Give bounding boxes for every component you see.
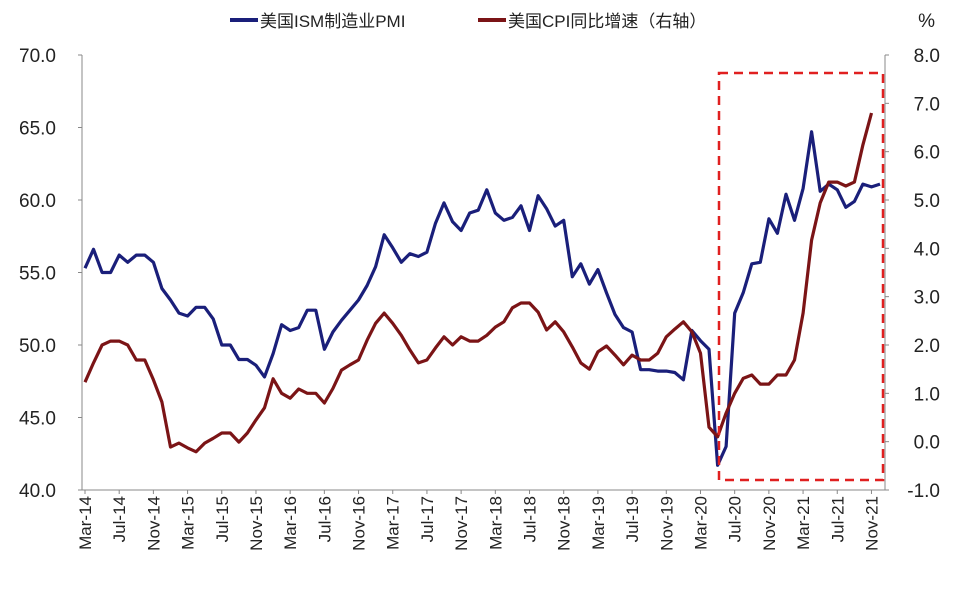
left-tick-label: 70.0 <box>19 46 56 67</box>
x-tick-label: Jul-14 <box>110 496 129 542</box>
left-tick-label: 50.0 <box>19 336 56 357</box>
left-tick-label: 60.0 <box>19 191 56 212</box>
legend-label: 美国ISM制造业PMI <box>260 12 405 31</box>
right-tick-label: 4.0 <box>914 239 940 260</box>
x-tick-label: Mar-20 <box>691 496 710 550</box>
legend-label: 美国CPI同比增速（右轴） <box>508 12 706 31</box>
left-tick-label: 65.0 <box>19 119 56 140</box>
x-tick-label: Nov-14 <box>144 496 163 551</box>
x-tick-label: Mar-14 <box>76 496 95 550</box>
x-tick-label: Jul-20 <box>726 496 745 542</box>
right-tick-label: 1.0 <box>914 384 940 405</box>
left-tick-label: 45.0 <box>19 409 56 430</box>
axes: 40.0 45.0 50.0 55.0 60.0 65.0 70.0 -1.0 0.0 1.0 2.… <box>19 11 940 551</box>
right-tick-label: 7.0 <box>914 94 940 115</box>
x-tick-label: Mar-19 <box>589 496 608 550</box>
legend: 美国ISM制造业PMI 美国CPI同比增速（右轴） <box>230 12 706 31</box>
x-tick-label: Mar-21 <box>794 496 813 550</box>
right-axis-unit: % <box>918 11 935 32</box>
x-tick-label: Jul-16 <box>315 496 334 542</box>
x-tick-label: Jul-15 <box>213 496 232 542</box>
series-layer <box>83 112 881 467</box>
x-tick-label: Mar-17 <box>384 496 403 550</box>
cpi-series-line <box>83 112 874 454</box>
x-tick-label: Nov-19 <box>657 496 676 551</box>
right-tick-label: 8.0 <box>914 46 940 67</box>
x-tick-label: Jul-17 <box>418 496 437 542</box>
x-tick-label: Jul-18 <box>521 496 540 542</box>
right-tick-label: 3.0 <box>914 288 940 309</box>
x-tick-label: Mar-15 <box>179 496 198 550</box>
highlight-dashed-box <box>717 71 885 482</box>
x-tick-label: Nov-18 <box>555 496 574 551</box>
x-tick-label: Jul-19 <box>623 496 642 542</box>
right-tick-label: 2.0 <box>914 336 940 357</box>
pmi-series-line <box>83 130 881 467</box>
right-tick-label: -1.0 <box>907 481 940 502</box>
annotation-layer <box>717 71 885 482</box>
right-tick-label: 0.0 <box>914 433 940 454</box>
x-tick-label: Nov-21 <box>862 496 881 551</box>
left-tick-label: 40.0 <box>19 481 56 502</box>
x-tick-label: Nov-15 <box>247 496 266 551</box>
x-tick-label: Jul-21 <box>828 496 847 542</box>
right-tick-label: 6.0 <box>914 143 940 164</box>
x-tick-label: Nov-20 <box>760 496 779 551</box>
x-tick-label: Nov-16 <box>350 496 369 551</box>
x-tick-label: Mar-18 <box>486 496 505 550</box>
right-tick-label: 5.0 <box>914 191 940 212</box>
x-tick-label: Nov-17 <box>452 496 471 551</box>
left-tick-label: 55.0 <box>19 264 56 285</box>
x-tick-label: Mar-16 <box>281 496 300 550</box>
